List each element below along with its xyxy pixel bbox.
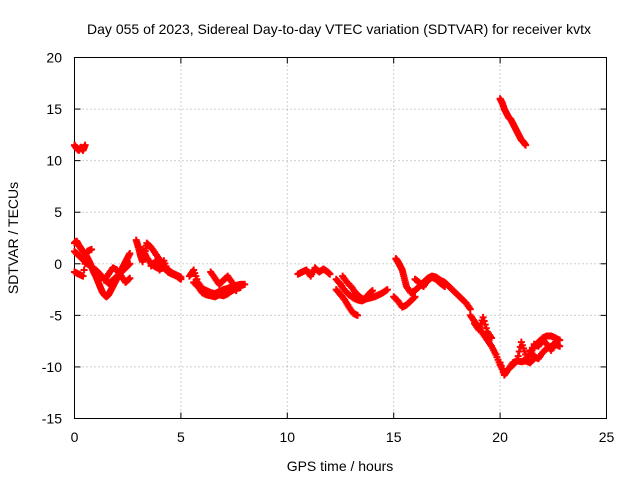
y-tick-label: 0 [54, 256, 62, 272]
series-segment-1 [71, 141, 89, 154]
data-point-fill [541, 338, 549, 346]
data-point-fill [460, 297, 468, 305]
data-point-fill [81, 260, 89, 268]
data-point-fill [345, 280, 353, 288]
x-tick-label: 25 [599, 429, 615, 445]
data-point-fill [511, 359, 519, 367]
y-tick-label: 10 [46, 153, 62, 169]
data-point-fill [80, 266, 88, 274]
y-tick-label: -10 [42, 359, 62, 375]
data-points [71, 95, 564, 379]
data-point-fill [382, 286, 390, 294]
plot-frame [74, 57, 607, 419]
data-point-fill [231, 285, 239, 293]
data-point-fill [481, 321, 489, 329]
series-segment-25 [530, 336, 559, 354]
data-point-fill [142, 252, 150, 260]
series-segment-18 [411, 273, 449, 290]
data-point-fill [78, 272, 86, 280]
series-segment-14 [332, 286, 362, 319]
data-point-fill [124, 276, 132, 284]
data-point-fill [410, 294, 418, 302]
data-point-fill [352, 311, 360, 319]
data-point-fill [487, 333, 495, 341]
y-tick-label: 15 [46, 101, 62, 117]
data-point-fill [440, 282, 448, 290]
chart-title: Day 055 of 2023, Sidereal Day-to-day VTE… [87, 21, 591, 37]
x-axis-label: GPS time / hours [287, 458, 394, 474]
data-point-fill [86, 246, 94, 254]
x-tick-label: 5 [177, 429, 185, 445]
data-point-fill [514, 352, 522, 360]
data-point-fill [167, 270, 175, 278]
series-segment-11 [207, 268, 240, 295]
series-segment-20 [471, 313, 496, 342]
data-point-fill [400, 272, 408, 280]
data-point-fill [366, 289, 374, 297]
x-tick-label: 15 [386, 429, 402, 445]
data-point-fill [528, 357, 536, 365]
data-point-fill [339, 293, 347, 301]
data-point-fill [392, 295, 400, 303]
y-tick-label: 20 [46, 50, 62, 66]
data-point-fill [145, 241, 153, 249]
data-point-fill [409, 295, 417, 303]
data-point-fill [550, 340, 558, 348]
y-axis-label: SDTVAR / TECUs [5, 182, 21, 294]
data-point-fill [362, 293, 370, 301]
series-segment-15 [339, 272, 376, 304]
data-point-fill [334, 288, 342, 296]
data-point-fill [482, 324, 490, 332]
data-point-fill [512, 358, 520, 366]
data-point-fill [81, 142, 89, 150]
series-segment-4 [71, 245, 96, 280]
series-segment-3 [71, 247, 134, 287]
data-point-fill [480, 317, 488, 325]
data-point-fill [125, 251, 133, 259]
data-point-fill [124, 262, 132, 270]
data-point-fill [192, 280, 200, 288]
data-point-fill [227, 277, 235, 285]
series-segment-5 [100, 264, 134, 286]
data-point-fill [82, 254, 90, 262]
series-segment-12 [294, 264, 334, 280]
data-point-fill [487, 341, 495, 349]
data-point-fill [521, 140, 529, 148]
data-point-fill [125, 261, 133, 269]
series-segment-17 [390, 293, 419, 311]
data-point-fill [524, 353, 532, 361]
x-tick-label: 10 [280, 429, 296, 445]
data-point-fill [334, 278, 342, 286]
x-tick-label: 0 [71, 429, 79, 445]
y-tick-label: -5 [50, 307, 63, 323]
series-segment-22 [496, 95, 530, 149]
data-point-fill [491, 348, 499, 356]
data-point-fill [521, 347, 529, 355]
data-point-fill [125, 275, 133, 283]
axis-ticks: 0 5 10 15 20 25 -15 -10 -5 0 5 10 15 20 [42, 50, 615, 446]
data-point-fill [367, 288, 375, 296]
y-tick-label: 5 [54, 204, 62, 220]
y-tick-label: -15 [42, 411, 62, 427]
data-point-fill [176, 274, 184, 282]
x-tick-label: 20 [492, 429, 508, 445]
series-segment-21 [496, 338, 530, 379]
data-point-fill [402, 280, 410, 288]
series-segment-8 [147, 257, 176, 278]
data-point-fill [134, 241, 142, 249]
series-segment-16 [392, 255, 474, 313]
data-point-fill [325, 270, 333, 278]
data-point-fill [465, 304, 473, 312]
